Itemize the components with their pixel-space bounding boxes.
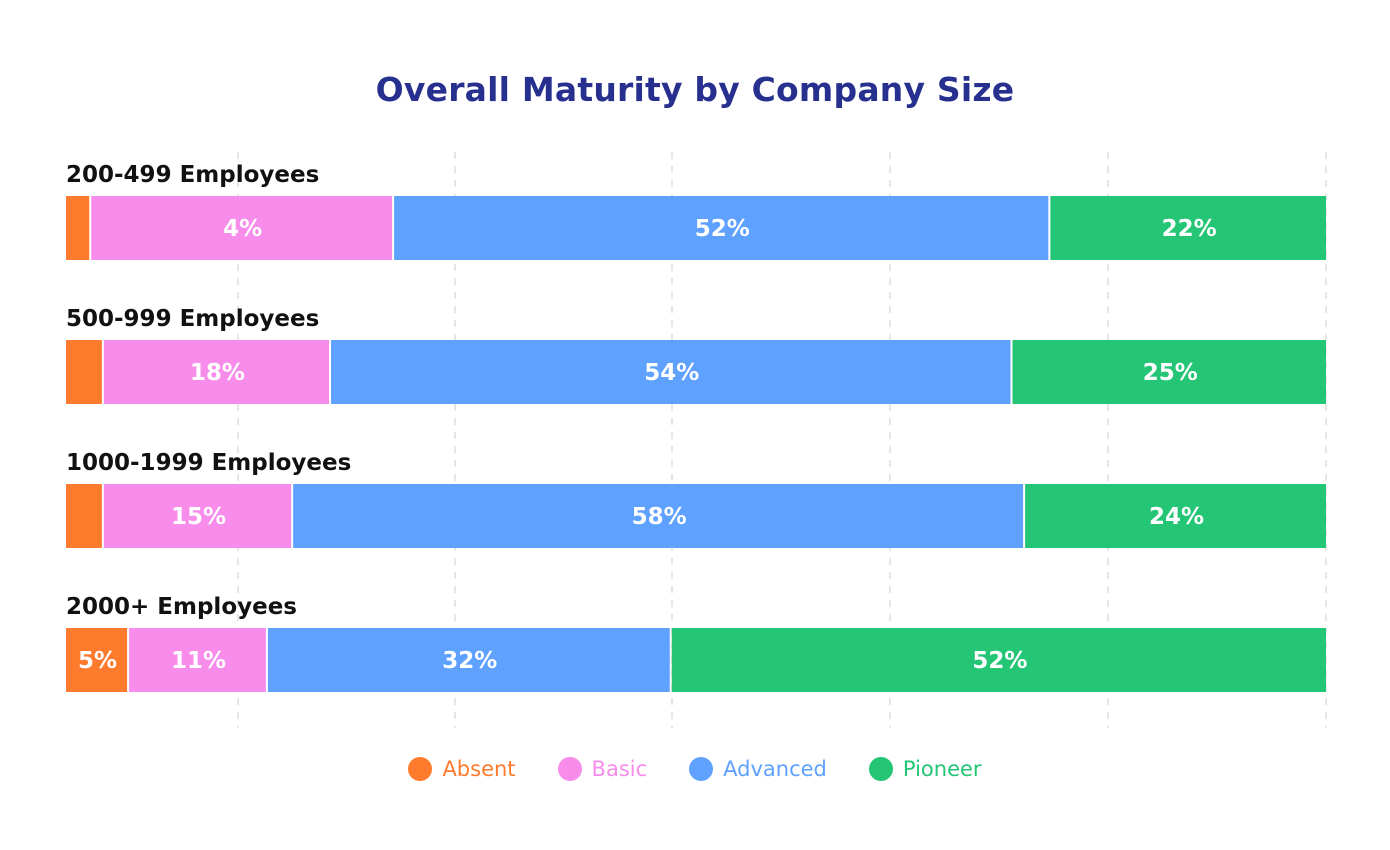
bar-basic — [129, 628, 266, 692]
bar-absent — [66, 484, 102, 548]
legend-marker-advanced — [689, 757, 714, 781]
legend-item-pioneer: Pioneer — [868, 757, 982, 781]
data-label-basic: 11% — [171, 648, 226, 674]
bar-absent — [66, 340, 102, 404]
data-label-advanced: 32% — [442, 648, 497, 674]
bar-advanced — [331, 340, 1011, 404]
bar-basic — [103, 484, 292, 548]
bar-advanced — [293, 484, 1024, 548]
data-label-pioneer: 22% — [1162, 216, 1217, 242]
row-label: 2000+ Employees — [66, 594, 297, 620]
data-label-advanced: 58% — [632, 504, 687, 530]
bar-pioneer — [1012, 340, 1326, 404]
legend-item-basic: Basic — [557, 757, 648, 781]
legend-item-advanced: Advanced — [689, 757, 827, 781]
row-label: 200-499 Employees — [66, 162, 319, 188]
chart-title: Overall Maturity by Company Size — [375, 70, 1015, 109]
legend-marker-basic — [557, 757, 582, 781]
legend-marker-absent — [408, 757, 433, 781]
bar-pioneer — [1050, 196, 1326, 260]
legend-label-pioneer: Pioneer — [902, 757, 982, 781]
bar-absent — [66, 628, 128, 692]
legend-item-absent: Absent — [408, 757, 516, 781]
data-label-advanced: 52% — [695, 216, 750, 242]
row-label: 1000-1999 Employees — [66, 450, 351, 476]
legend-label-advanced: Advanced — [723, 757, 827, 781]
data-label-pioneer: 52% — [972, 648, 1027, 674]
bar-pioneer — [1025, 484, 1326, 548]
bar-absent — [66, 196, 90, 260]
legend: Absent Basic Advanced Pioneer — [0, 757, 1390, 781]
data-label-advanced: 54% — [644, 360, 699, 386]
bar-basic — [91, 196, 393, 260]
data-label-basic: 18% — [190, 360, 245, 386]
data-label-pioneer: 24% — [1149, 504, 1204, 530]
bar-pioneer — [671, 628, 1326, 692]
legend-label-absent: Absent — [442, 757, 516, 781]
row-label: 500-999 Employees — [66, 306, 319, 332]
legend-marker-pioneer — [868, 757, 893, 781]
data-label-absent: 5% — [78, 648, 117, 674]
data-label-basic: 4% — [223, 216, 262, 242]
legend-label-basic: Basic — [591, 757, 648, 781]
data-label-basic: 15% — [171, 504, 226, 530]
bar-advanced — [267, 628, 670, 692]
bar-basic — [103, 340, 330, 404]
bar-advanced — [394, 196, 1049, 260]
data-label-pioneer: 25% — [1143, 360, 1198, 386]
